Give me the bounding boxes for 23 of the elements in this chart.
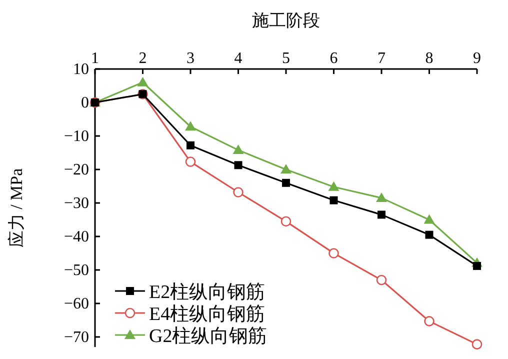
y-tick-label: −30 — [64, 194, 89, 212]
y-tick-label: −20 — [64, 161, 89, 178]
x-tick-label: 2 — [138, 50, 147, 67]
y-tick-label: −70 — [64, 328, 89, 346]
x-tick-label: 5 — [282, 50, 290, 67]
y-tick-label: 10 — [73, 61, 89, 78]
legend-label: G2柱纵向钢筋 — [149, 326, 268, 347]
legend-label: E4柱纵向钢筋 — [149, 304, 266, 325]
x-tick-label: 1 — [91, 50, 99, 67]
y-tick-label: −10 — [64, 128, 89, 145]
x-tick-label: 8 — [425, 50, 434, 67]
y-axis-title: 应力 / MPa — [7, 168, 26, 248]
x-tick-label: 4 — [234, 50, 242, 67]
legend-label: E2柱纵向钢筋 — [149, 282, 266, 303]
y-tick-label: −40 — [64, 228, 89, 246]
x-tick-label: 7 — [378, 50, 386, 67]
y-tick-label: −50 — [64, 262, 89, 279]
x-tick-label: 6 — [330, 50, 338, 67]
y-tick-label: −60 — [64, 295, 89, 312]
x-tick-label: 3 — [186, 50, 194, 67]
x-tick-label: 9 — [473, 50, 481, 67]
x-axis-title: 施工阶段 — [252, 11, 320, 30]
y-tick-label: 0 — [81, 94, 89, 112]
